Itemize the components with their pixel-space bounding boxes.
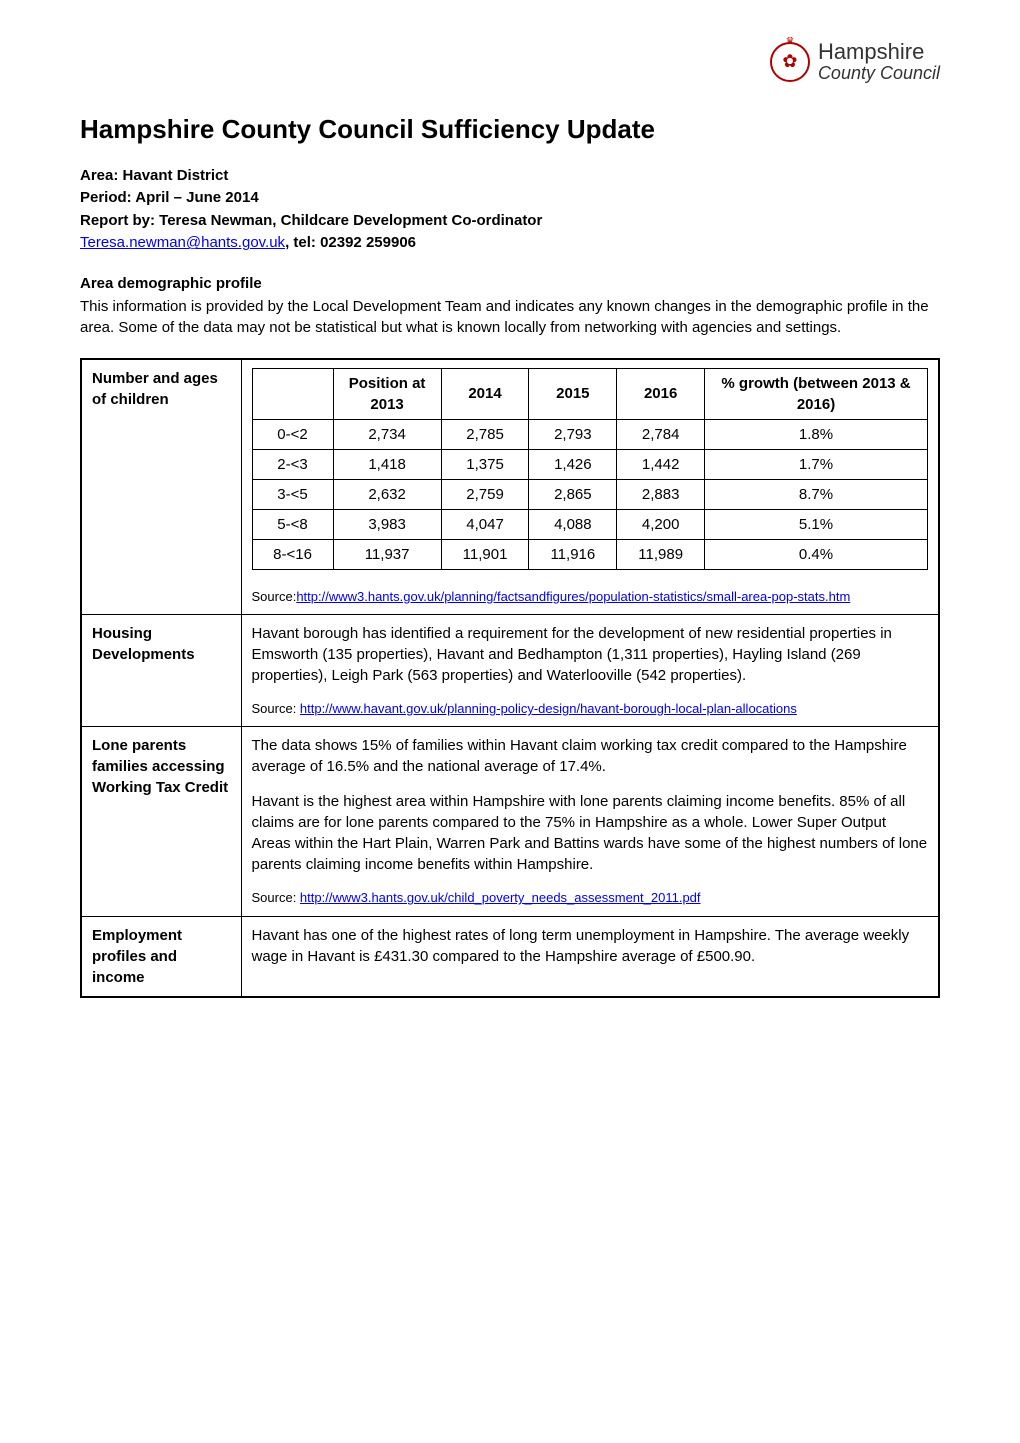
table-cell: 1,418: [333, 449, 441, 479]
source-link[interactable]: http://www.havant.gov.uk/planning-policy…: [300, 701, 797, 716]
hampshire-logo: ♛ ✿ Hampshire County Council: [770, 40, 940, 84]
table-cell: 0.4%: [705, 539, 928, 569]
row-content: The data shows 15% of families within Ha…: [241, 727, 939, 916]
table-header: [252, 368, 333, 419]
table-header: 2014: [441, 368, 529, 419]
row-label: Number and ages of children: [81, 359, 241, 615]
table-row: 2-<31,4181,3751,4261,4421.7%: [252, 449, 928, 479]
logo-text: Hampshire County Council: [818, 40, 940, 84]
email-link[interactable]: Teresa.newman@hants.gov.uk: [80, 234, 285, 251]
row-content: Position at 2013201420152016% growth (be…: [241, 359, 939, 615]
row-label: Housing Developments: [81, 615, 241, 727]
demographic-body: This information is provided by the Loca…: [80, 296, 940, 338]
row-lone-parents: Lone parents families accessing Working …: [81, 727, 939, 916]
source-prefix: Source:: [252, 589, 297, 604]
table-cell: 2,785: [441, 419, 529, 449]
table-header: 2016: [617, 368, 705, 419]
page-title: Hampshire County Council Sufficiency Upd…: [80, 114, 940, 145]
source-line: Source: http://www.havant.gov.uk/plannin…: [252, 700, 929, 718]
table-cell: 4,200: [617, 509, 705, 539]
table-cell: 2,865: [529, 479, 617, 509]
table-cell: 2-<3: [252, 449, 333, 479]
report-meta: Area: Havant District Period: April – Ju…: [80, 165, 940, 255]
source-line: Source: http://www3.hants.gov.uk/child_p…: [252, 889, 929, 907]
source-line: Source:http://www3.hants.gov.uk/planning…: [252, 588, 929, 606]
row-label: Lone parents families accessing Working …: [81, 727, 241, 916]
table-cell: 1,426: [529, 449, 617, 479]
table-cell: 1,375: [441, 449, 529, 479]
table-row: 8-<1611,93711,90111,91611,9890.4%: [252, 539, 928, 569]
table-cell: 8.7%: [705, 479, 928, 509]
source-link[interactable]: http://www3.hants.gov.uk/child_poverty_n…: [300, 890, 701, 905]
lone-parents-body2: Havant is the highest area within Hampsh…: [252, 791, 929, 875]
table-cell: 11,989: [617, 539, 705, 569]
table-cell: 5.1%: [705, 509, 928, 539]
demographic-heading: Area demographic profile: [80, 275, 940, 292]
meta-period: Period: April – June 2014: [80, 187, 940, 210]
table-cell: 2,883: [617, 479, 705, 509]
table-cell: 8-<16: [252, 539, 333, 569]
table-cell: 2,793: [529, 419, 617, 449]
table-cell: 4,088: [529, 509, 617, 539]
table-row: 0-<22,7342,7852,7932,7841.8%: [252, 419, 928, 449]
children-ages-table: Position at 2013201420152016% growth (be…: [252, 368, 929, 570]
source-link[interactable]: http://www3.hants.gov.uk/planning/factsa…: [296, 589, 850, 604]
housing-body: Havant borough has identified a requirem…: [252, 623, 929, 686]
main-table: Number and ages of children Position at …: [80, 358, 940, 998]
table-cell: 1.7%: [705, 449, 928, 479]
employment-body: Havant has one of the highest rates of l…: [252, 925, 929, 967]
row-content: Havant borough has identified a requirem…: [241, 615, 939, 727]
table-cell: 2,759: [441, 479, 529, 509]
logo-line2: County Council: [818, 64, 940, 84]
table-cell: 2,632: [333, 479, 441, 509]
table-header: Position at 2013: [333, 368, 441, 419]
source-prefix: Source:: [252, 890, 300, 905]
table-header: % growth (between 2013 & 2016): [705, 368, 928, 419]
source-prefix: Source:: [252, 701, 300, 716]
table-cell: 3-<5: [252, 479, 333, 509]
logo-rose-icon: ♛ ✿: [770, 42, 810, 82]
logo-line1: Hampshire: [818, 40, 940, 64]
table-row: 5-<83,9834,0474,0884,2005.1%: [252, 509, 928, 539]
row-number-ages: Number and ages of children Position at …: [81, 359, 939, 615]
table-cell: 1.8%: [705, 419, 928, 449]
lone-parents-body1: The data shows 15% of families within Ha…: [252, 735, 929, 777]
table-row: 3-<52,6322,7592,8652,8838.7%: [252, 479, 928, 509]
table-cell: 0-<2: [252, 419, 333, 449]
table-cell: 11,916: [529, 539, 617, 569]
table-cell: 2,784: [617, 419, 705, 449]
crown-icon: ♛: [785, 36, 794, 47]
meta-contact: Teresa.newman@hants.gov.uk, tel: 02392 2…: [80, 232, 940, 255]
table-cell: 11,901: [441, 539, 529, 569]
row-content: Havant has one of the highest rates of l…: [241, 916, 939, 997]
meta-area: Area: Havant District: [80, 165, 940, 188]
table-cell: 5-<8: [252, 509, 333, 539]
table-cell: 3,983: [333, 509, 441, 539]
rose-icon: ✿: [782, 51, 797, 72]
meta-report-by: Report by: Teresa Newman, Childcare Deve…: [80, 210, 940, 233]
table-header: 2015: [529, 368, 617, 419]
table-cell: 1,442: [617, 449, 705, 479]
table-cell: 4,047: [441, 509, 529, 539]
meta-tel: , tel: 02392 259906: [285, 234, 416, 251]
row-housing: Housing Developments Havant borough has …: [81, 615, 939, 727]
logo-area: ♛ ✿ Hampshire County Council: [80, 40, 940, 84]
table-cell: 2,734: [333, 419, 441, 449]
table-cell: 11,937: [333, 539, 441, 569]
row-employment: Employment profiles and income Havant ha…: [81, 916, 939, 997]
row-label: Employment profiles and income: [81, 916, 241, 997]
